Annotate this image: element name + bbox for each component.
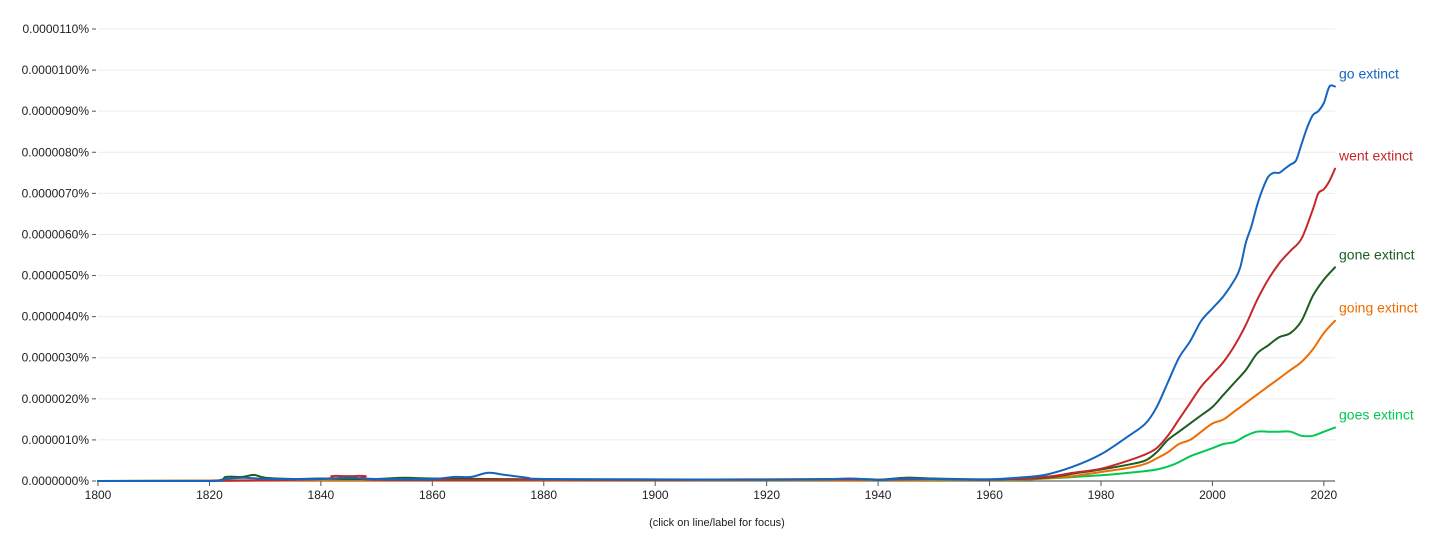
y-axis: 0.0000000% 0.0000010% 0.0000020% 0.0000030%… xyxy=(22,22,96,488)
x-tick-label: 2000 xyxy=(1199,488,1226,502)
y-tick-label: 0.0000050% xyxy=(22,269,90,283)
series-line-go-extinct[interactable] xyxy=(97,84,1336,482)
y-tick-label: 0.0000030% xyxy=(22,351,90,365)
x-tick-label: 1840 xyxy=(308,488,335,502)
series-label-gone-extinct[interactable]: gone extinct xyxy=(1339,246,1415,262)
series-label-goes-extinct[interactable]: goes extinct xyxy=(1339,407,1414,423)
y-tick-label: 0.0000100% xyxy=(22,63,90,77)
series-line-goes-extinct[interactable] xyxy=(97,426,1336,482)
series-label-go-extinct[interactable]: go extinct xyxy=(1339,66,1399,82)
x-tick-label: 1880 xyxy=(530,488,557,502)
y-tick-label: 0.0000040% xyxy=(22,310,90,324)
series-line-gone-extinct[interactable] xyxy=(97,266,1336,482)
x-tick-label: 1860 xyxy=(419,488,446,502)
x-tick-label: 1940 xyxy=(865,488,892,502)
x-axis: 1800 1820 1840 1860 1880 1900 1920 1940 1960 1980… xyxy=(85,480,1338,502)
y-tick-label: 0.0000110% xyxy=(22,22,89,36)
series-label-went-extinct[interactable]: went extinct xyxy=(1338,148,1413,164)
x-tick-label: 1980 xyxy=(1088,488,1115,502)
focus-hint: (click on line/label for focus) xyxy=(649,517,785,529)
x-tick-label: 1800 xyxy=(85,488,112,502)
y-tick-label: 0.0000010% xyxy=(22,433,90,447)
y-tick-label: 0.0000090% xyxy=(22,104,90,118)
series-line-going-extinct[interactable] xyxy=(97,319,1336,482)
x-tick-label: 1960 xyxy=(976,488,1003,502)
y-tick-label: 0.0000020% xyxy=(22,392,90,406)
y-tick-label: 0.0000060% xyxy=(22,227,90,241)
series-label-going-extinct[interactable]: going extinct xyxy=(1339,300,1418,316)
grid-lines xyxy=(98,28,1335,441)
x-tick-label: 1920 xyxy=(753,488,780,502)
y-tick-label: 0.0000000% xyxy=(22,474,90,488)
y-tick-label: 0.0000080% xyxy=(22,145,90,159)
x-tick-label: 2020 xyxy=(1311,488,1338,502)
series-labels: goes extinct going extinct gone extinct wen… xyxy=(1338,66,1418,423)
series-line-went-extinct[interactable] xyxy=(97,167,1336,482)
x-tick-label: 1900 xyxy=(642,488,669,502)
y-tick-label: 0.0000070% xyxy=(22,186,90,200)
series-lines xyxy=(97,84,1336,482)
x-tick-label: 1820 xyxy=(196,488,223,502)
